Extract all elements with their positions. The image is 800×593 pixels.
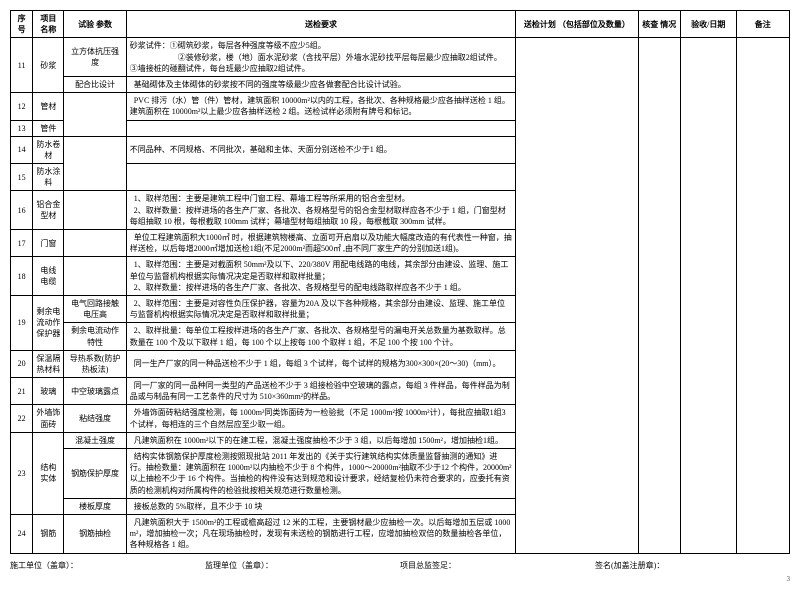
- h-check: 核查 情况: [638, 11, 680, 38]
- h-plan: 送检计划 （包括部位及数量）: [516, 11, 638, 38]
- param-cell: 楼板厚度: [64, 498, 126, 514]
- item-cell: 结构 实体: [33, 432, 64, 514]
- param-cell: 配合比设计: [64, 76, 126, 92]
- seq-cell: 16: [11, 191, 33, 230]
- item-cell: 管件: [33, 120, 64, 136]
- footer-sign: 签名(加盖注册章)：: [595, 560, 790, 571]
- footer-director: 项目总监签足：: [400, 560, 595, 571]
- param-cell: 立方体抗压强度: [64, 38, 126, 77]
- footer-construction: 施工单位（盖章）：: [10, 560, 205, 571]
- h-date: 验收/日期: [680, 11, 736, 38]
- item-cell: 玻璃: [33, 378, 64, 405]
- item-cell: 砂浆: [33, 38, 64, 93]
- h-req: 送检要求: [126, 11, 516, 38]
- seq-cell: 17: [11, 230, 33, 257]
- seq-cell: 23: [11, 432, 33, 514]
- req-cell: 2、取样范围：主要是对容性负压保护器，容量为20A 及以下各种规格，其余部分由建…: [126, 295, 516, 322]
- param-cell: 中空玻璃露点: [64, 378, 126, 405]
- param-cell: [64, 230, 126, 257]
- req-cell: 不同品种、不同规格、不同批次，基础和主体、天面分别送检不少于1 组。: [126, 136, 516, 163]
- seq-cell: 15: [11, 164, 33, 191]
- seq-cell: 24: [11, 514, 33, 553]
- item-cell: 防水涂料: [33, 164, 64, 191]
- req-cell: 外墙饰面砖粘结强度检测，每 1000m²同类饰面砖为一检验批（不足 1000m²…: [126, 405, 516, 432]
- item-cell: 电线 电缆: [33, 257, 64, 296]
- footer-supervisor: 监理单位（盖章）：: [205, 560, 400, 571]
- plan-cell: [516, 38, 638, 553]
- h-note: 备注: [736, 11, 789, 38]
- item-cell: 钢筋: [33, 514, 64, 553]
- check-cell: [638, 38, 680, 553]
- req-cell: 1、取样范围：主要是对截面积 50mm²及以下、220/380V 用配电线路的电…: [126, 257, 516, 296]
- seq-cell: 11: [11, 38, 33, 93]
- param-cell: [64, 191, 126, 230]
- param-cell: 粘结强度: [64, 405, 126, 432]
- req-cell: 砂浆试件：①砌筑砂浆，每层各种强度等级不应少5组。 ②装修砂浆，楼（地）面水泥砂…: [126, 38, 516, 77]
- seq-cell: 14: [11, 136, 33, 163]
- req-cell: 2、取样批量：每单位工程按样进场的各生产厂家、各批次、各规格型号的漏电开关总数量…: [126, 323, 516, 350]
- param-cell: 导热系数(防护热板法): [64, 350, 126, 377]
- req-cell: 基础砌体及主体砌体的砂浆按不同的强度等级最少应各做套配合比设计试验。: [126, 76, 516, 92]
- date-cell: [680, 38, 736, 553]
- note-cell: [736, 38, 789, 553]
- req-cell: 同一厂家的同一品种同一类型的产品送检不少于 3 组接检验中空玻璃的露点，每组 3…: [126, 378, 516, 405]
- seq-cell: 20: [11, 350, 33, 377]
- item-cell: 门窗: [33, 230, 64, 257]
- param-cell: 电气回路接触电压高: [64, 295, 126, 322]
- param-cell: [64, 257, 126, 296]
- req-cell: 同一生产厂家的同一种品送检不少于 1 组，每组 3 个试样，每个试样的规格为30…: [126, 350, 516, 377]
- req-cell: 接板总数的 5%取样，且不少于 10 块: [126, 498, 516, 514]
- seq-cell: 21: [11, 378, 33, 405]
- item-cell: 防水卷材: [33, 136, 64, 163]
- item-cell: 铝合金 型材: [33, 191, 64, 230]
- param-cell: 钢筋保护厚度: [64, 449, 126, 499]
- inspection-table: 序号 项目 名称 试验 参数 送检要求 送检计划 （包括部位及数量） 核查 情况…: [10, 10, 790, 554]
- item-cell: 剩余电流动作保护器: [33, 295, 64, 350]
- h-param: 试验 参数: [64, 11, 126, 38]
- item-cell: 外墙饰面砖: [33, 405, 64, 432]
- item-cell: 管材: [33, 93, 64, 120]
- req-cell: 凡建筑面积在 1000m²以下的在建工程，混凝土强度抽检不少于 3 组，以后每增…: [126, 432, 516, 448]
- req-cell: 单位工程建筑面积大1000㎡ 时，根据建筑物楼高、立面可开启扇以及功能大幅度改造…: [126, 230, 516, 257]
- param-cell: 钢筋抽检: [64, 514, 126, 553]
- seq-cell: 12: [11, 93, 33, 120]
- req-cell: PVC 排污（水）管（件）管材，建筑面积 10000m²以内的工程，各批次、各种…: [126, 93, 516, 120]
- req-cell: 1、取样范围：主要是建筑工程中门窗工程、幕墙工程等所采用的铝合金型材。 2、取样…: [126, 191, 516, 230]
- param-cell: [64, 136, 126, 191]
- seq-cell: 18: [11, 257, 33, 296]
- param-cell: 混凝土强度: [64, 432, 126, 448]
- req-cell: 结构实体钢筋保护厚度检测按照现批站 2011 年发出的《关于实行建筑结构实体质量…: [126, 449, 516, 499]
- req-cell: 凡建筑面积大于 1500m²的工程或檐高超过 12 米的工程，主要钢材最少应抽检…: [126, 514, 516, 553]
- item-cell: 保温隔热材料: [33, 350, 64, 377]
- h-seq: 序号: [11, 11, 33, 38]
- h-item: 项目 名称: [33, 11, 64, 38]
- seq-cell: 13: [11, 120, 33, 136]
- seq-cell: 22: [11, 405, 33, 432]
- param-cell: 剩余电流动作特性: [64, 323, 126, 350]
- seq-cell: 19: [11, 295, 33, 350]
- param-cell: [64, 93, 126, 137]
- footer-row: 施工单位（盖章）： 监理单位（盖章）： 项目总监签足： 签名(加盖注册章)：: [10, 560, 790, 571]
- page-number: 3: [10, 575, 790, 583]
